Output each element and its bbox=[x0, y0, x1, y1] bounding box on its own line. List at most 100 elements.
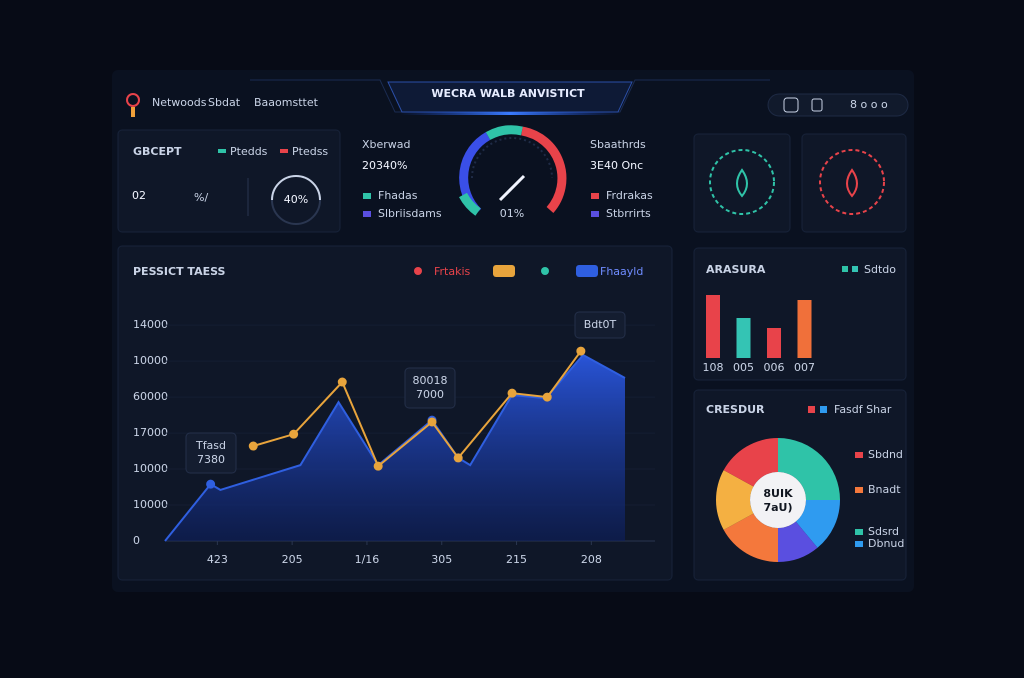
legend-label: Bnadt bbox=[868, 483, 901, 496]
icon-button[interactable] bbox=[783, 97, 799, 113]
card-value: 3E40 Onc bbox=[590, 159, 643, 172]
bar bbox=[736, 318, 751, 358]
legend-chip bbox=[855, 529, 863, 535]
x-tick-label: 208 bbox=[581, 553, 602, 566]
card bbox=[693, 133, 791, 233]
header-title: WECRA WALB ANVISTICT bbox=[431, 87, 585, 100]
gauge-arc bbox=[271, 175, 321, 201]
gauge-label: 01% bbox=[500, 207, 524, 220]
x-tick-label: 005 bbox=[733, 361, 754, 374]
gauge-segment bbox=[459, 192, 481, 216]
legend-label: Dbnud bbox=[868, 537, 904, 550]
nav-item[interactable]: Sbdat bbox=[208, 96, 241, 109]
y-tick-label: 10000 bbox=[133, 354, 168, 367]
legend-chip bbox=[280, 149, 288, 153]
x-tick-label: 215 bbox=[506, 553, 527, 566]
card-value: 02 bbox=[132, 189, 146, 202]
donut-segment bbox=[778, 521, 818, 562]
data-point bbox=[373, 461, 383, 471]
gauge-needle bbox=[498, 174, 526, 202]
y-tick-label: 14000 bbox=[133, 318, 168, 331]
legend-label: Sbdnd bbox=[868, 448, 903, 461]
legend-label: Frtakis bbox=[434, 265, 471, 278]
data-point bbox=[427, 417, 437, 427]
donut-segment bbox=[716, 470, 754, 530]
legend-chip bbox=[591, 193, 599, 199]
legend-chip bbox=[363, 193, 371, 199]
card-title: GBCEPT bbox=[133, 145, 182, 158]
legend-label: Stbrrirts bbox=[606, 207, 651, 220]
gauge-segment bbox=[521, 126, 567, 213]
icon-ring bbox=[709, 149, 775, 215]
x-tick-label: 423 bbox=[207, 553, 228, 566]
logo bbox=[126, 93, 140, 107]
donut-segment bbox=[795, 500, 840, 548]
annotation-box bbox=[185, 432, 237, 474]
legend-dot bbox=[541, 267, 549, 275]
card-label: Xberwad bbox=[362, 138, 411, 151]
user-bar[interactable] bbox=[767, 93, 909, 117]
data-point bbox=[507, 388, 517, 398]
icon-ring bbox=[819, 149, 885, 215]
annotation: 7380 bbox=[197, 453, 225, 466]
y-tick-label: 10000 bbox=[133, 498, 168, 511]
card-value: 20340% bbox=[362, 159, 407, 172]
card-label: Sbaathrds bbox=[590, 138, 646, 151]
legend-chip bbox=[855, 541, 863, 547]
legend-label: Slbriisdams bbox=[378, 207, 442, 220]
data-point bbox=[206, 479, 216, 489]
drop-icon bbox=[846, 168, 858, 198]
y-tick-label: 0 bbox=[133, 534, 140, 547]
annotation: Tfasd bbox=[195, 439, 226, 452]
data-point bbox=[576, 346, 586, 356]
card-unit: %/ bbox=[194, 191, 208, 204]
nav-item[interactable]: Baaomsttet bbox=[254, 96, 319, 109]
legend-label: Ptedds bbox=[230, 145, 268, 158]
legend-chip bbox=[852, 266, 858, 272]
legend-label: Frdrakas bbox=[606, 189, 653, 202]
legend-label: Sdtdo bbox=[864, 263, 896, 276]
title-glow bbox=[400, 112, 620, 115]
data-point bbox=[248, 441, 258, 451]
legend-chip bbox=[493, 265, 515, 277]
x-tick-label: 1/16 bbox=[355, 553, 380, 566]
gauge-segment bbox=[485, 125, 523, 141]
legend-label: Ptedss bbox=[292, 145, 328, 158]
legend-chip bbox=[855, 487, 863, 493]
data-point bbox=[337, 377, 347, 387]
annotation-box bbox=[404, 367, 456, 409]
chart-title: ARASURA bbox=[706, 263, 766, 276]
annotation: 80018 bbox=[413, 374, 448, 387]
annotation-box bbox=[574, 311, 626, 339]
drop-icon bbox=[736, 168, 748, 198]
x-tick-label: 305 bbox=[431, 553, 452, 566]
bar bbox=[797, 300, 812, 358]
y-tick-label: 10000 bbox=[133, 462, 168, 475]
icon-button[interactable] bbox=[811, 98, 823, 112]
chart-title: CRESDUR bbox=[706, 403, 765, 416]
legend-chip bbox=[363, 211, 371, 217]
legend-chip bbox=[808, 406, 815, 413]
x-tick-label: 006 bbox=[764, 361, 785, 374]
x-tick-label: 108 bbox=[703, 361, 724, 374]
legend-label: Sdsrd bbox=[868, 525, 899, 538]
bar bbox=[767, 328, 781, 358]
data-point bbox=[542, 392, 552, 402]
legend-chip bbox=[576, 265, 598, 277]
donut-segment bbox=[723, 513, 778, 562]
gauge-label: 40% bbox=[284, 193, 308, 206]
donut-segment bbox=[778, 438, 840, 500]
y-tick-label: 60000 bbox=[133, 390, 168, 403]
legend-label: Fasdf Shar bbox=[834, 403, 892, 416]
user-info: 8 o o o bbox=[850, 98, 888, 111]
legend-chip bbox=[591, 211, 599, 217]
logo-stem bbox=[131, 107, 135, 117]
legend-chip bbox=[820, 406, 827, 413]
card bbox=[117, 129, 341, 233]
nav-item[interactable]: Netwoods bbox=[152, 96, 207, 109]
legend-chip bbox=[218, 149, 226, 153]
x-tick-label: 007 bbox=[794, 361, 815, 374]
data-point bbox=[453, 453, 463, 463]
x-tick-label: 205 bbox=[282, 553, 303, 566]
